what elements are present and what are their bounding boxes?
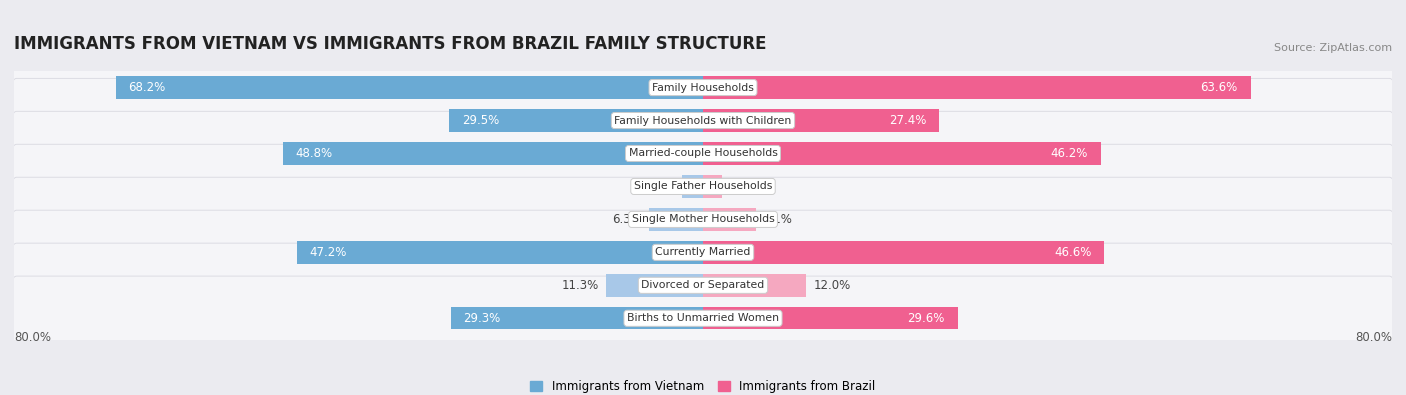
Text: 2.4%: 2.4% [645,180,675,193]
Text: Source: ZipAtlas.com: Source: ZipAtlas.com [1274,43,1392,53]
Bar [703,175,721,198]
Bar [283,142,703,165]
Text: 80.0%: 80.0% [1355,331,1392,344]
Bar [449,109,703,132]
Text: 46.2%: 46.2% [1050,147,1088,160]
Text: 29.3%: 29.3% [464,312,501,325]
Text: 12.0%: 12.0% [813,279,851,292]
FancyBboxPatch shape [10,111,1396,196]
Text: 80.0%: 80.0% [14,331,51,344]
Legend: Immigrants from Vietnam, Immigrants from Brazil: Immigrants from Vietnam, Immigrants from… [530,380,876,393]
Bar [648,208,703,231]
Bar [703,142,1101,165]
Text: 46.6%: 46.6% [1054,246,1091,259]
FancyBboxPatch shape [10,210,1396,295]
Bar [451,307,703,329]
FancyBboxPatch shape [10,78,1396,163]
Text: 48.8%: 48.8% [295,147,333,160]
Text: 6.1%: 6.1% [762,213,793,226]
Bar [703,307,957,329]
FancyBboxPatch shape [10,144,1396,229]
Bar [297,241,703,263]
FancyBboxPatch shape [10,177,1396,261]
Bar [703,76,1251,99]
Text: 29.6%: 29.6% [908,312,945,325]
Bar [703,241,1104,263]
Text: Married-couple Households: Married-couple Households [628,149,778,158]
Text: 11.3%: 11.3% [561,279,599,292]
Text: 6.3%: 6.3% [612,213,643,226]
Bar [703,208,755,231]
FancyBboxPatch shape [10,243,1396,327]
Text: Family Households: Family Households [652,83,754,92]
Text: 2.2%: 2.2% [728,180,759,193]
FancyBboxPatch shape [10,45,1396,130]
Bar [682,175,703,198]
Text: Currently Married: Currently Married [655,247,751,258]
Text: 47.2%: 47.2% [309,246,347,259]
Text: Single Father Households: Single Father Households [634,181,772,192]
Bar [606,274,703,297]
Text: 68.2%: 68.2% [128,81,166,94]
Text: Births to Unmarried Women: Births to Unmarried Women [627,313,779,323]
Bar [115,76,703,99]
Text: Single Mother Households: Single Mother Households [631,214,775,224]
Text: Family Households with Children: Family Households with Children [614,115,792,126]
Bar [703,109,939,132]
Text: IMMIGRANTS FROM VIETNAM VS IMMIGRANTS FROM BRAZIL FAMILY STRUCTURE: IMMIGRANTS FROM VIETNAM VS IMMIGRANTS FR… [14,35,766,53]
Text: 27.4%: 27.4% [889,114,927,127]
Text: Divorced or Separated: Divorced or Separated [641,280,765,290]
FancyBboxPatch shape [10,276,1396,361]
Text: 29.5%: 29.5% [461,114,499,127]
Bar [703,274,807,297]
Text: 63.6%: 63.6% [1201,81,1237,94]
